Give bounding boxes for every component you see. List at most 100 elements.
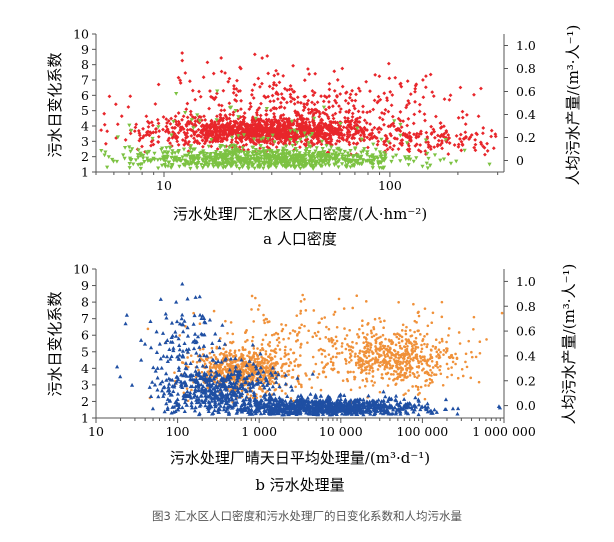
chart-a-series-1-point (145, 156, 150, 161)
chart-b-series-0-point (370, 365, 373, 368)
chart-b-series-0-point (381, 333, 385, 337)
chart-a-series-0-point (226, 128, 231, 133)
chart-a-series-1-point (343, 159, 348, 164)
chart-a-series-1-point (289, 154, 294, 159)
chart-b-series-0-point (422, 359, 426, 362)
chart-a-series-0-point (229, 140, 234, 145)
chart-b-series-0-point (429, 368, 432, 372)
chart-a-series-1-point (106, 155, 111, 160)
chart-a-series-0-point (361, 130, 366, 135)
chart-b-series-0-point (307, 329, 310, 333)
chart-a-series-1-point (414, 156, 419, 160)
chart-a-series-0-point (185, 120, 190, 125)
chart-b-series-0-point (429, 348, 433, 352)
chart-a-series-0-point (205, 60, 210, 65)
chart-a-series-1-point (258, 164, 263, 169)
chart-a-series-0-point (387, 76, 392, 81)
chart-a-series-0-point (256, 134, 261, 138)
chart-b-series-0-point (272, 349, 275, 353)
chart-a-series-1-point (174, 92, 179, 96)
chart-b-series-0-point (419, 385, 423, 389)
chart-b-series-0-point (267, 355, 270, 358)
chart-a-right-tick-label: 0.8 (516, 61, 536, 76)
chart-a-series-0-point (280, 123, 285, 128)
chart-b-series-0-point (253, 357, 257, 361)
chart-b-series-0-point (372, 334, 376, 338)
chart-b-series-0-point (397, 337, 401, 341)
chart-b-series-0-point (223, 365, 227, 369)
chart-a-series-0-point (196, 127, 201, 132)
chart-a-series-0-point (299, 130, 303, 135)
chart-b-series-0-point (380, 354, 383, 357)
chart-a-series-0-point (231, 119, 236, 124)
chart-a-series-0-point (208, 129, 213, 133)
chart-a-series-0-point (442, 97, 447, 102)
chart-b-series-0-point (222, 354, 226, 358)
chart-a-series-0-point (315, 100, 320, 105)
chart-a-series-0-point (257, 106, 262, 110)
chart-a-series-0-point (444, 129, 449, 133)
chart-a-series-0-point (333, 98, 337, 103)
chart-a-series-0-point (192, 140, 197, 145)
chart-a-series-0-point (271, 99, 276, 103)
chart-b-series-0-point (440, 337, 444, 341)
chart-a-series-1-point (333, 158, 338, 163)
chart-b-series-0-point (312, 309, 316, 312)
chart-a-series-0-point (297, 127, 301, 131)
chart-a-series-0-point (428, 144, 433, 149)
chart-a-series-0-point (231, 110, 236, 115)
chart-a-series-0-point (401, 131, 406, 136)
chart-a-series-0-point (460, 142, 465, 147)
chart-a-series-0-point (302, 126, 306, 131)
chart-a-series-0-point (297, 134, 302, 139)
chart-a-series-1-point (114, 159, 120, 164)
chart-a-series-0-point (472, 92, 476, 97)
chart-a-series-0-point (327, 81, 332, 86)
chart-b-series-0-point (246, 354, 249, 358)
chart-a-series-0-point (218, 124, 223, 129)
chart-a-series-0-point (406, 98, 411, 103)
chart-a-series-0-point (267, 126, 272, 131)
chart-b-series-0-point (240, 365, 244, 369)
chart-a-series-0-point (306, 131, 311, 136)
chart-b-series-0-point (369, 346, 373, 349)
chart-a-series-1-point (218, 151, 223, 155)
chart-a-series-0-point (270, 118, 274, 123)
chart-b-series-0-point (245, 328, 248, 332)
chart-a-series-0-point (304, 123, 309, 127)
chart-b-series-0-point (318, 337, 322, 341)
chart-a-series-0-point (185, 128, 190, 132)
chart-a-series-0-point (367, 137, 372, 142)
chart-a-series-0-point (375, 142, 380, 147)
chart-b-series-0-point (237, 349, 241, 352)
chart-b-series-0-point (365, 368, 368, 371)
chart-a-series-0-point (268, 120, 273, 125)
chart-a-series-0-point (322, 124, 327, 128)
chart-a-series-0-point (174, 134, 179, 138)
chart-a-series-0-point (242, 122, 246, 127)
chart-b-series-0-point (271, 380, 274, 383)
chart-b-series-0-point (392, 373, 395, 376)
chart-b-series-0-point (320, 317, 324, 320)
chart-b-series-0-point (185, 387, 189, 390)
chart-b-series-0-point (264, 350, 268, 353)
chart-a-series-0-point (393, 136, 398, 141)
chart-a-left-tick-label: 1 (81, 165, 89, 180)
chart-a-series-0-point (413, 86, 418, 91)
chart-b-series-0-point (352, 370, 355, 374)
chart-a-series-1-point (251, 162, 256, 167)
chart-b-series-1-point (305, 395, 310, 400)
chart-a-series-0-point (213, 137, 218, 142)
chart-b-series-0-point (395, 365, 398, 369)
chart-b-series-0-point (390, 353, 393, 357)
chart-a-series-1-point (230, 143, 236, 148)
chart-a-series-1-point (227, 150, 232, 155)
chart-b-series-0-point (358, 349, 362, 353)
chart-a-series-0-point (242, 134, 247, 139)
chart-a-series-0-point (269, 124, 274, 128)
chart-a-series-1-point (222, 156, 227, 161)
chart-a-series-0-point (370, 128, 375, 132)
chart-b-points (115, 281, 504, 417)
chart-a-series-0-point (368, 109, 372, 114)
chart-b-series-0-point (299, 309, 303, 313)
